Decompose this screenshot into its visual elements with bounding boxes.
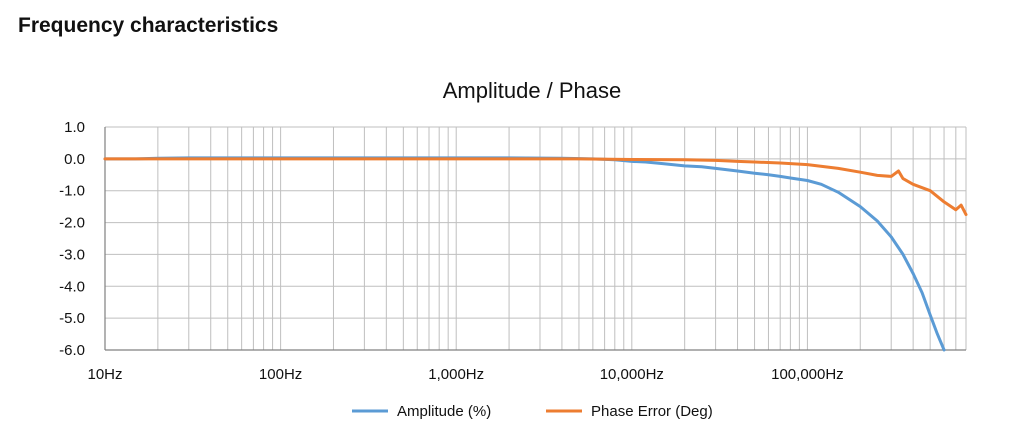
y-tick-label: -5.0: [59, 310, 85, 327]
y-tick-label: 0.0: [64, 151, 85, 168]
y-tick-label: -1.0: [59, 183, 85, 200]
y-tick-label: -3.0: [59, 246, 85, 263]
x-tick-label: 100Hz: [259, 366, 302, 383]
legend: Amplitude (%) Phase Error (Deg): [352, 403, 713, 420]
x-tick-label: 1,000Hz: [428, 366, 484, 383]
phase-series-line: [103, 157, 968, 217]
legend-amplitude-label: Amplitude (%): [397, 403, 491, 420]
y-tick-label: -6.0: [59, 342, 85, 359]
legend-phase-label: Phase Error (Deg): [591, 403, 713, 420]
y-tick-label: -2.0: [59, 215, 85, 232]
y-tick-label: 1.0: [64, 119, 85, 136]
x-tick-label: 100,000Hz: [771, 366, 844, 383]
y-tick-label: -4.0: [59, 278, 85, 295]
page-heading: Frequency characteristics: [18, 14, 279, 37]
series-layer: [103, 156, 968, 352]
x-tick-label: 10Hz: [87, 366, 122, 383]
grid-layer: [104, 126, 967, 351]
x-tick-label: 10,000Hz: [600, 366, 664, 383]
chart-title: Amplitude / Phase: [442, 78, 622, 103]
